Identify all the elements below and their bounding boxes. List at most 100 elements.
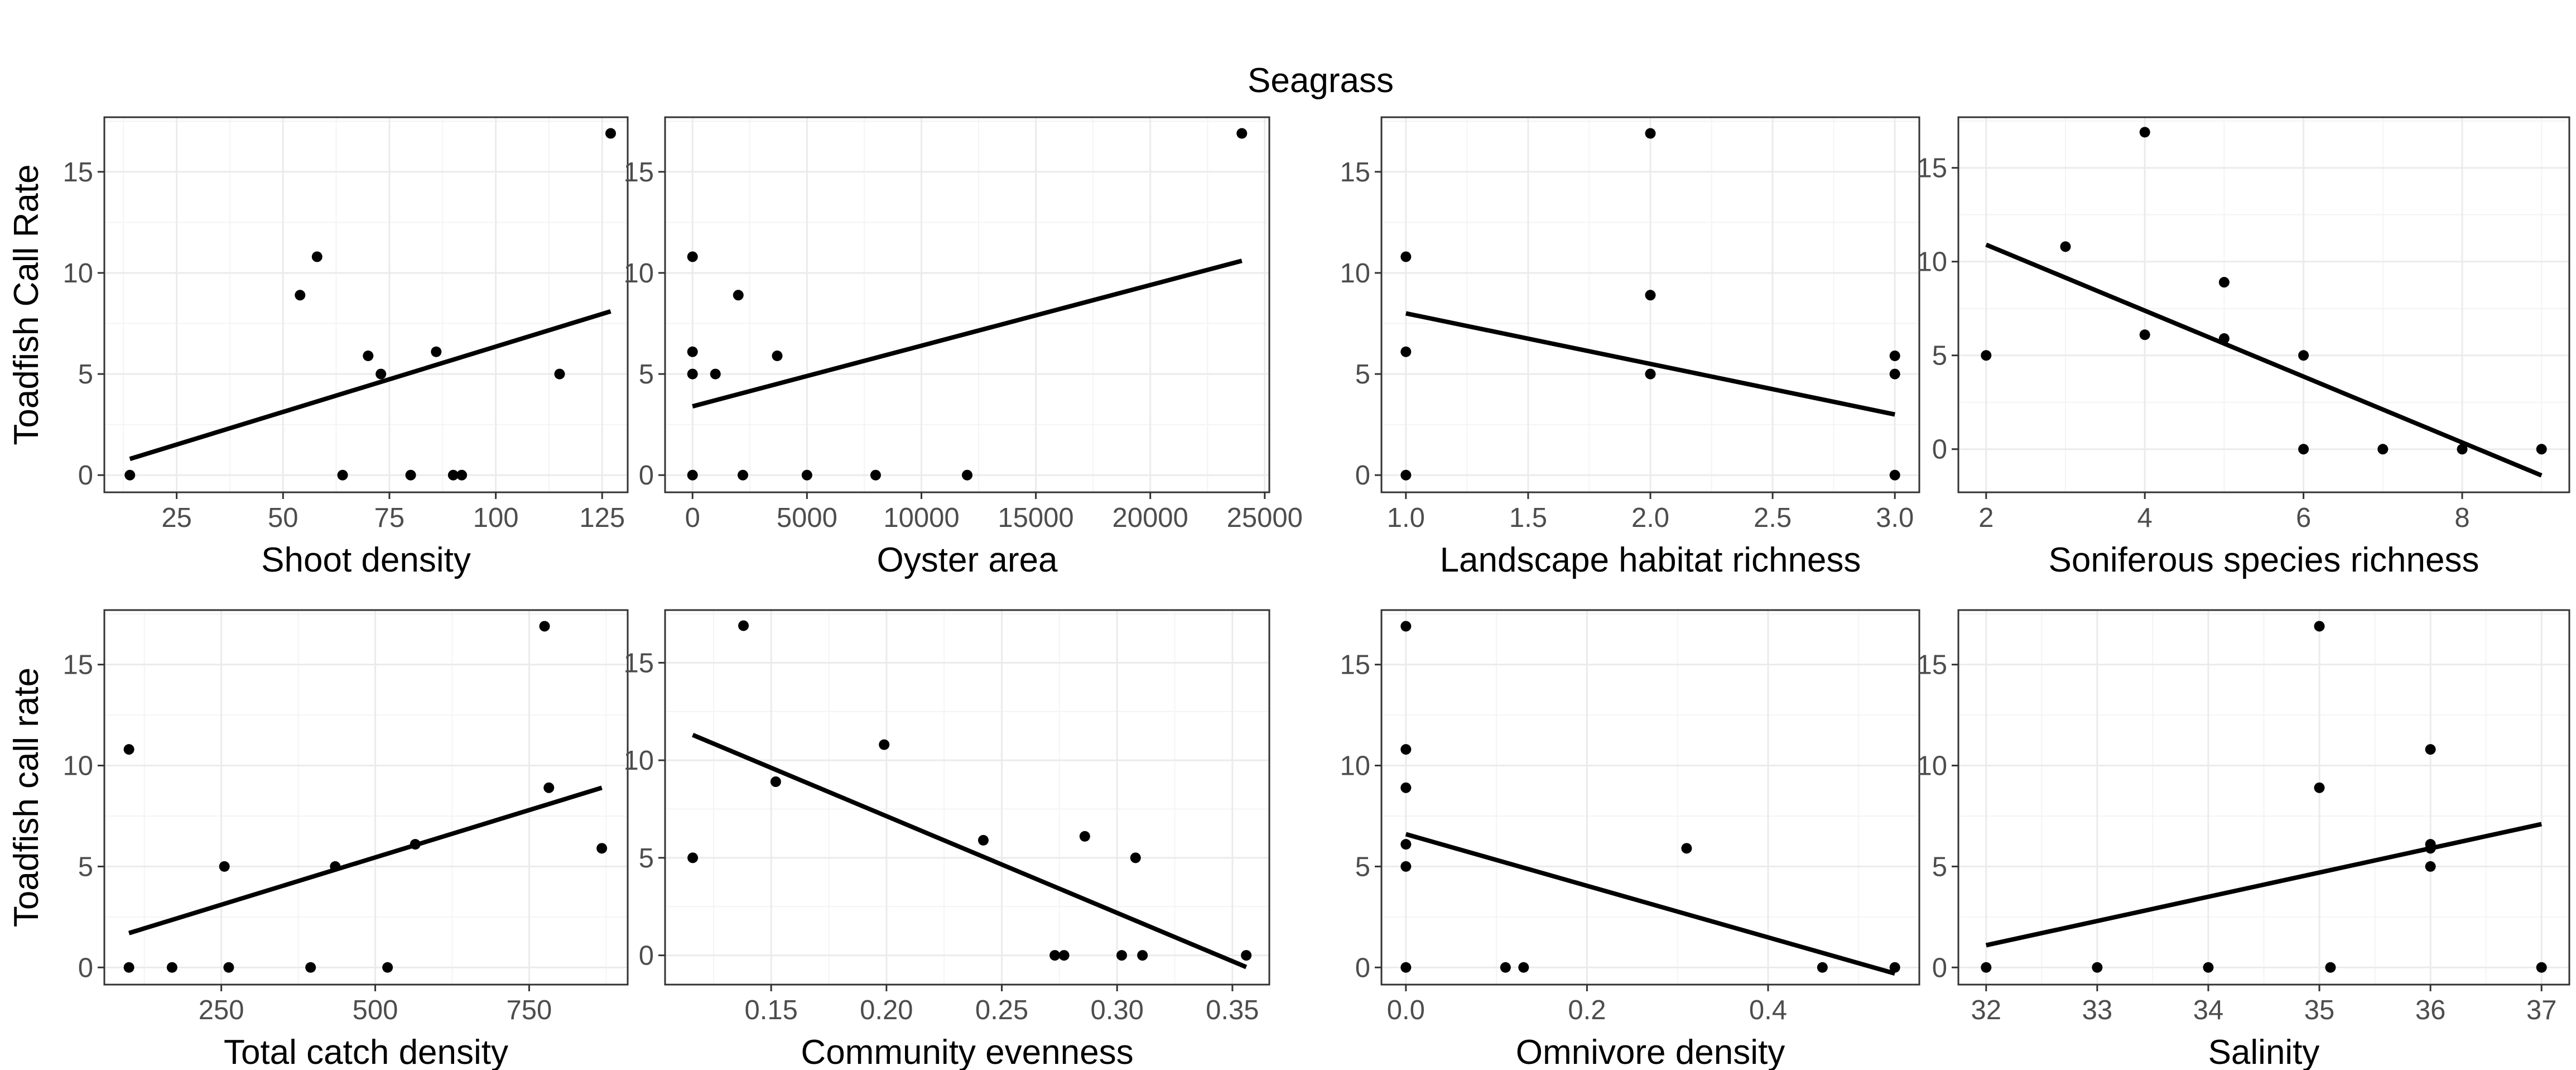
data-point <box>123 962 134 973</box>
y-tick-label: 5 <box>1355 852 1370 882</box>
panel-background <box>104 610 628 985</box>
x-tick-label: 2 <box>1978 503 1994 533</box>
panel-5: 0 5 10 15 250 500 750 Total catch density Toadfi… <box>7 609 629 1070</box>
data-point <box>1241 950 1252 961</box>
panel-8: 0 5 10 15 32 33 34 35 36 37 Salinity <box>1917 609 2570 1070</box>
x-tick-label: 4 <box>2137 503 2153 533</box>
data-point <box>2536 962 2547 973</box>
figure-title: Seagrass <box>1248 61 1394 100</box>
panel-border <box>103 116 629 493</box>
data-point <box>687 346 698 357</box>
data-point <box>870 469 881 481</box>
data-point <box>1981 962 1992 973</box>
y-axis-label: Toadfish Call Rate <box>7 164 46 445</box>
panel-grid <box>1381 117 1919 492</box>
data-point <box>978 834 989 846</box>
y-tick-label: 5 <box>1932 852 1947 882</box>
x-tick-label: 3.0 <box>1876 503 1914 533</box>
data-point <box>2425 744 2436 755</box>
data-point <box>124 469 136 481</box>
panel-7: 0 5 10 15 0.0 0.2 0.4 Omnivore density <box>1340 609 1920 1070</box>
x-tick-label: 0.35 <box>1206 995 1259 1025</box>
x-tick-label: 25 <box>161 503 192 533</box>
y-tick-label: 15 <box>1340 157 1370 188</box>
data-point <box>2298 444 2309 455</box>
y-tick-label: 0 <box>1932 435 1947 465</box>
data-point <box>554 368 565 380</box>
panel-grid <box>1958 610 2569 985</box>
panel-background <box>665 117 1269 492</box>
data-point <box>596 843 608 854</box>
data-point <box>879 739 890 750</box>
x-tick-label: 36 <box>2415 995 2446 1025</box>
data-point <box>543 782 555 793</box>
data-point <box>737 469 748 481</box>
x-tick-label: 0.20 <box>860 995 913 1025</box>
x-axis-label: Omnivore density <box>1516 1033 1785 1070</box>
data-point <box>1079 831 1090 842</box>
x-tick-label: 125 <box>579 503 625 533</box>
data-point <box>1236 128 1248 139</box>
x-tick-label: 6 <box>2296 503 2311 533</box>
panel-grid <box>104 117 628 492</box>
panel-border <box>1957 609 2570 986</box>
data-point <box>687 469 698 481</box>
x-tick-label: 1.0 <box>1387 503 1425 533</box>
x-axis-label: Community evenness <box>801 1033 1133 1070</box>
panel-1: 0 5 10 15 25 50 75 100 125 Shoot density Toadfish … <box>7 116 629 579</box>
data-point <box>1645 368 1656 380</box>
panel-grid <box>1958 117 2569 492</box>
data-point <box>166 962 177 973</box>
x-tick-label: 34 <box>2193 995 2224 1025</box>
y-tick-label: 15 <box>1917 650 1947 680</box>
x-tick-label: 35 <box>2304 995 2335 1025</box>
x-tick-label: 37 <box>2526 995 2557 1025</box>
trend-line <box>1985 822 2543 948</box>
y-tick-label: 10 <box>1340 258 1370 289</box>
x-tick-label: 10000 <box>883 503 959 533</box>
panel-3: 0 5 10 15 1.0 1.5 2.0 2.5 3.0 Landscape habitat r… <box>1340 116 1920 579</box>
panel-4: 0 5 10 15 2 4 6 8 Soniferous species richness <box>1917 116 2570 579</box>
data-point <box>801 469 812 481</box>
panel-2: 0 5 10 15 0 5000 10000 15000 20000 25000 Oyster ar… <box>623 116 1303 579</box>
x-tick-label: 15000 <box>998 503 1073 533</box>
panel-background <box>1958 117 2569 492</box>
data-point <box>223 962 234 973</box>
panel-border <box>103 609 629 986</box>
y-tick-label: 10 <box>62 751 93 781</box>
panel-6: 0 5 10 15 0.15 0.20 0.25 0.30 0.35 Community even… <box>623 609 1270 1070</box>
data-point <box>1645 290 1656 301</box>
x-tick-label: 0.25 <box>975 995 1028 1025</box>
x-tick-label: 0.30 <box>1090 995 1143 1025</box>
trend-line <box>128 785 603 935</box>
x-axis-label: Oyster area <box>877 541 1058 579</box>
x-tick-label: 5000 <box>777 503 837 533</box>
x-tick-label: 0 <box>685 503 700 533</box>
x-axis-label: Salinity <box>2208 1033 2320 1070</box>
data-point <box>2425 843 2436 854</box>
data-point <box>1137 950 1148 961</box>
x-tick-label: 0.0 <box>1387 995 1425 1025</box>
data-point <box>962 469 972 481</box>
y-tick-label: 15 <box>62 650 93 680</box>
data-point <box>2325 962 2336 973</box>
data-point <box>363 350 374 361</box>
data-point <box>1817 962 1828 973</box>
trend-line <box>692 732 1248 970</box>
data-point <box>305 962 316 973</box>
y-tick-label: 10 <box>62 258 93 289</box>
x-tick-label: 33 <box>2082 995 2113 1025</box>
x-axis-label: Soniferous species richness <box>2049 541 2479 579</box>
data-point <box>1889 962 1900 973</box>
data-point <box>456 469 468 481</box>
data-point <box>1400 346 1412 357</box>
y-tick-label: 5 <box>78 852 93 882</box>
y-tick-label: 5 <box>78 359 93 390</box>
x-tick-label: 1.5 <box>1509 503 1547 533</box>
data-point <box>1058 950 1070 961</box>
data-point <box>1400 621 1412 632</box>
x-tick-label: 0.2 <box>1568 995 1606 1025</box>
data-point <box>539 621 550 632</box>
data-point <box>219 861 230 872</box>
